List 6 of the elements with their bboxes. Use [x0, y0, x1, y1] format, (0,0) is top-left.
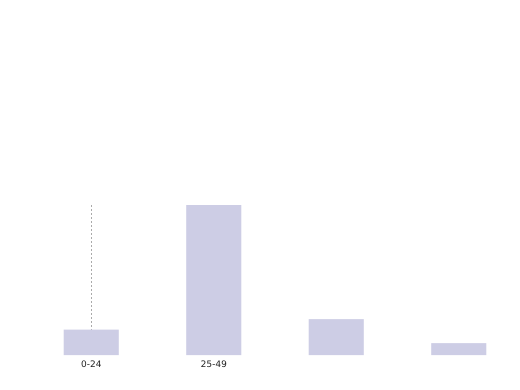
bar — [186, 205, 242, 356]
bar — [308, 319, 364, 356]
x-tick-label: 25-49 — [200, 360, 228, 370]
bar — [64, 330, 119, 356]
bar — [431, 343, 486, 356]
x-tick-label: 0-24 — [81, 360, 102, 370]
